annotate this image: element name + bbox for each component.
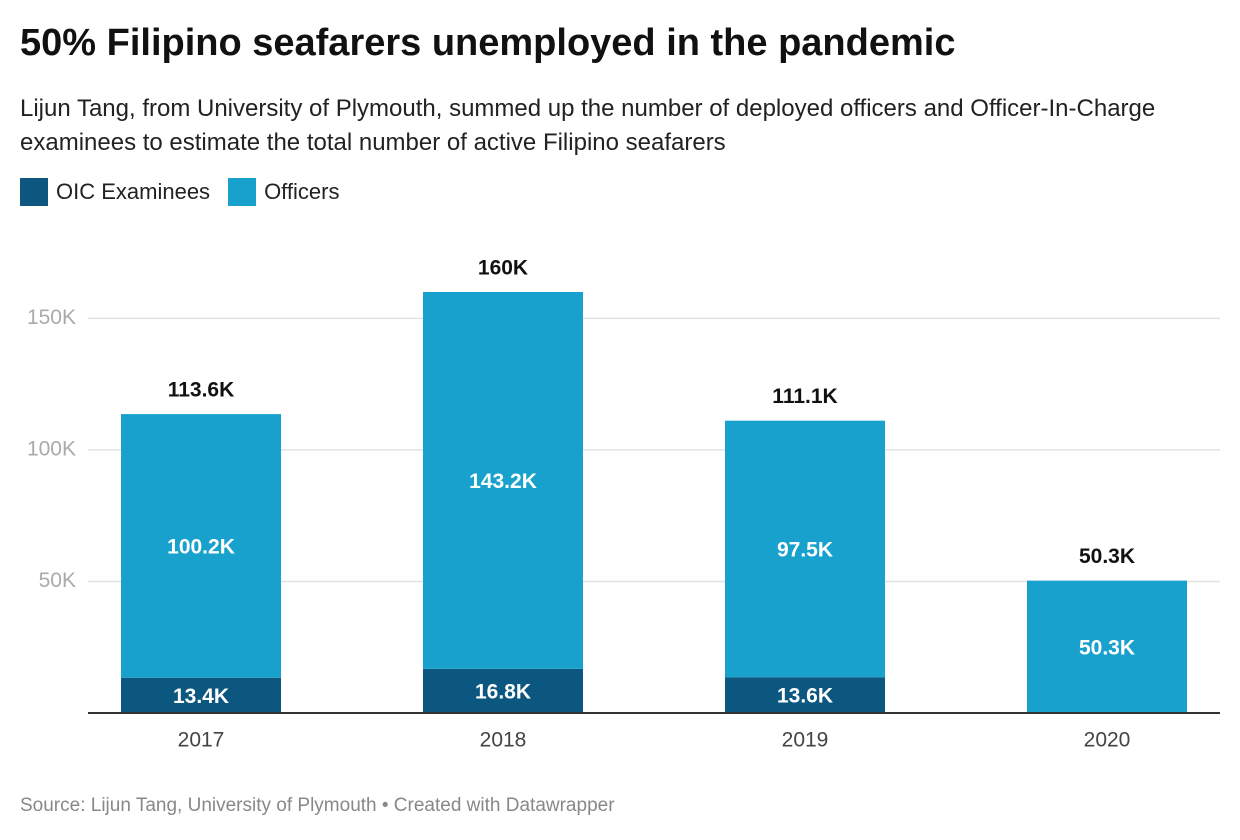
value-label: 13.4K	[173, 685, 229, 708]
chart-title: 50% Filipino seafarers unemployed in the…	[20, 22, 956, 64]
source-note: Source: Lijun Tang, University of Plymou…	[20, 795, 615, 816]
value-label: 50.3K	[1079, 636, 1135, 659]
x-tick-label: 2017	[178, 729, 225, 752]
legend-label: Officers	[264, 179, 340, 204]
legend-swatch	[228, 178, 257, 206]
chart-subtitle: Lijun Tang, from University of Plymouth,…	[20, 95, 1156, 156]
value-label: 13.6K	[777, 685, 833, 708]
legend-swatch	[20, 178, 48, 206]
value-label: 143.2K	[469, 470, 537, 493]
value-label: 16.8K	[475, 680, 531, 703]
legend-item: Officers	[228, 178, 339, 206]
value-label: 100.2K	[167, 535, 235, 558]
total-label: 111.1K	[772, 385, 837, 408]
bar-segment	[725, 420, 885, 678]
legend-item: OIC Examinees	[20, 178, 210, 206]
x-tick-label: 2018	[480, 729, 527, 752]
value-label: 97.5K	[777, 538, 833, 561]
total-label: 50.3K	[1079, 545, 1135, 568]
y-tick-label: 100K	[27, 437, 76, 460]
bar-segment	[725, 677, 885, 713]
x-tick-label: 2020	[1084, 729, 1131, 752]
x-tick-label: 2019	[782, 729, 829, 752]
bar-segment	[121, 677, 281, 713]
bar-segment	[423, 292, 583, 669]
bar-segment	[423, 668, 583, 713]
total-label: 113.6K	[168, 379, 235, 402]
bar-segment	[1027, 580, 1187, 713]
y-tick-label: 150K	[27, 306, 76, 329]
legend: OIC Examinees Officers	[20, 178, 339, 206]
total-label: 160K	[478, 257, 528, 280]
y-tick-label: 50K	[39, 569, 76, 592]
bar-segment	[121, 414, 281, 678]
legend-label: OIC Examinees	[56, 179, 211, 204]
